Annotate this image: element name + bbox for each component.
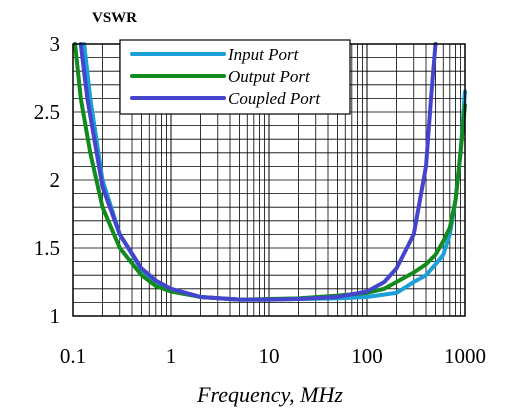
- x-axis-label: Frequency, MHz: [196, 382, 343, 407]
- y-tick-label: 2: [50, 168, 61, 192]
- legend-label: Coupled Port: [228, 89, 321, 108]
- legend: Input Port Output Port Coupled Port: [119, 39, 351, 115]
- series-lines: [73, 42, 467, 302]
- y-tick-label: 2.5: [34, 100, 60, 124]
- tick-labels: 0.1 1 10 100 1000 1 1.5 2 2.5 3: [34, 32, 486, 368]
- y-tick-label: 1: [50, 304, 61, 328]
- y-axis-label: VSWR: [92, 10, 137, 26]
- y-tick-label: 1.5: [34, 236, 60, 260]
- x-tick-label: 10: [259, 344, 280, 368]
- legend-label: Input Port: [227, 45, 300, 64]
- x-tick-label: 1: [166, 344, 177, 368]
- x-tick-label: 1000: [444, 344, 486, 368]
- x-tick-label: 0.1: [60, 344, 86, 368]
- series-line: [78, 42, 438, 302]
- x-tick-label: 100: [351, 344, 383, 368]
- y-tick-label: 3: [50, 32, 61, 56]
- legend-label: Output Port: [228, 67, 311, 86]
